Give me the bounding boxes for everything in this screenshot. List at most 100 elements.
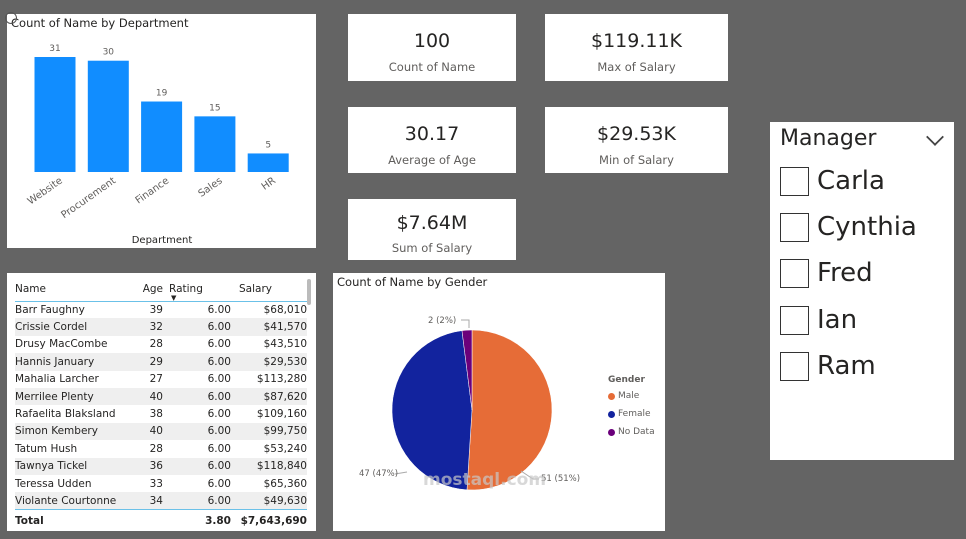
x-tick-label: Finance xyxy=(134,175,172,206)
bar-sales[interactable] xyxy=(194,116,236,172)
cell-salary: $118,840 xyxy=(231,457,307,475)
slicer-option-ian[interactable]: Ian xyxy=(780,304,857,336)
cell-rating: 6.00 xyxy=(163,457,231,475)
checkbox[interactable] xyxy=(780,351,809,381)
option-label: Fred xyxy=(817,258,873,288)
kpi-value: $29.53K xyxy=(597,123,676,145)
cell-salary: $109,160 xyxy=(256,408,307,421)
pie-data-label: 47 (47%) xyxy=(359,469,398,479)
checkbox[interactable] xyxy=(780,212,809,242)
checkbox[interactable] xyxy=(780,258,809,288)
cell-age: 36 xyxy=(133,457,163,475)
employee-table: Name Age Rating ▼ Salary Barr Faughny 39 6.… xyxy=(7,273,316,532)
table-row[interactable]: Barr Faughny 39 6.00 $68,010 xyxy=(15,301,307,318)
cell-rating: 6.00 xyxy=(163,422,231,441)
legend-item-female[interactable]: Female xyxy=(608,409,655,419)
cell-rating: 6.00 xyxy=(163,353,231,371)
cell-rating: 6.00 xyxy=(163,492,231,510)
table-row[interactable]: Tatum Hush 28 6.00 $53,240 xyxy=(15,440,307,457)
kpi-value: 100 xyxy=(413,30,451,52)
header-name[interactable]: Name xyxy=(15,277,133,302)
kpi-min-salary: $29.53K Min of Salary xyxy=(545,107,728,173)
table-row[interactable]: Rafaelita Blaksland 38 6.00 $109,160 xyxy=(15,405,307,422)
cell-name: Violante Courtonne xyxy=(15,492,133,510)
slicer-option-cynthia[interactable]: Cynthia xyxy=(780,211,917,243)
legend-item-no-data[interactable]: No Data xyxy=(608,427,655,437)
header-rating-label: Rating xyxy=(169,282,203,295)
bar-data-label: 19 xyxy=(156,89,168,99)
legend-label: Male xyxy=(618,391,640,401)
kpi-count-of-name: 100 Count of Name xyxy=(348,14,516,81)
bar-chart-plot: 31 Website 30 Procurement 19 Finance 15 Sales 5 H… xyxy=(26,44,289,246)
slicer-option-fred[interactable]: Fred xyxy=(780,257,873,289)
bar-data-label: 5 xyxy=(265,140,271,150)
table-row[interactable]: Violante Courtonne 34 6.00 $49,630 xyxy=(15,492,307,510)
kpi-label: Sum of Salary xyxy=(391,241,473,255)
cell-rating: 6.00 xyxy=(207,373,231,386)
header-age[interactable]: Age xyxy=(133,277,163,302)
cell-name: Tatum Hush xyxy=(15,442,78,455)
table-scrollbar[interactable] xyxy=(307,279,311,305)
pie-slice-female[interactable] xyxy=(391,330,473,491)
cell-name: Simon Kembery xyxy=(15,422,133,441)
checkbox[interactable] xyxy=(780,305,809,335)
cell-age: 33 xyxy=(149,477,163,490)
bar-finance[interactable] xyxy=(141,101,183,172)
bar-data-label: 30 xyxy=(103,48,115,58)
total-label: Total xyxy=(15,509,133,532)
pie-slice-no-data[interactable] xyxy=(461,329,473,411)
bar-data-label: 31 xyxy=(49,44,60,54)
table-row[interactable]: Drusy MacCombe 28 6.00 $43,510 xyxy=(15,336,307,353)
cell-age: 32 xyxy=(133,318,163,336)
header-rating[interactable]: Rating ▼ xyxy=(163,277,231,302)
bar-website[interactable] xyxy=(34,57,76,172)
cell-age: 28 xyxy=(149,442,163,455)
bar-procurement[interactable] xyxy=(87,60,129,172)
slicer-option-carla[interactable]: Carla xyxy=(780,165,885,197)
cell-name: Rafaelita Blaksland xyxy=(15,408,116,421)
table-row[interactable]: Teressa Udden 33 6.00 $65,360 xyxy=(15,475,307,492)
legend-dot xyxy=(608,392,615,400)
kpi-label: Count of Name xyxy=(388,60,476,74)
kpi-label: Max of Salary xyxy=(597,60,676,74)
legend-title: Gender xyxy=(608,375,645,385)
cell-name: Drusy MacCombe xyxy=(15,338,108,351)
header-salary[interactable]: Salary xyxy=(231,277,307,302)
table-row[interactable]: Merrilee Plenty 40 6.00 $87,620 xyxy=(15,387,307,406)
cell-rating: 6.00 xyxy=(207,477,231,490)
table-row[interactable]: Tawnya Tickel 36 6.00 $118,840 xyxy=(15,457,307,475)
table-row[interactable]: Simon Kembery 40 6.00 $99,750 xyxy=(15,422,307,441)
kpi-label: Average of Age xyxy=(388,153,476,167)
cell-rating: 6.00 xyxy=(207,338,231,351)
gender-pie-chart[interactable]: Count of Name by Gender 51 (51%) 47 (47%)… xyxy=(333,273,665,531)
cell-salary: $68,010 xyxy=(263,303,307,316)
bar-chart-title: Count of Name by Department xyxy=(11,16,189,30)
cell-rating: 6.00 xyxy=(163,318,231,336)
leader-line xyxy=(394,471,408,475)
bar-hr[interactable] xyxy=(247,153,289,172)
total-salary: $7,643,690 xyxy=(231,509,307,532)
pie-chart-plot: 51 (51%) 47 (47%) 2 (2%) xyxy=(359,316,580,491)
chevron-down-icon[interactable] xyxy=(926,128,944,146)
pie-slice-male[interactable] xyxy=(466,329,553,491)
kpi-value: $7.64M xyxy=(396,212,468,234)
focus-mode-icon[interactable] xyxy=(5,12,17,24)
table-row[interactable]: Hannis January 29 6.00 $29,530 xyxy=(15,353,307,371)
slicer-title: Manager xyxy=(780,126,877,151)
slicer-option-ram[interactable]: Ram xyxy=(780,350,876,382)
table-row[interactable]: Crissie Cordel 32 6.00 $41,570 xyxy=(15,318,307,336)
checkbox[interactable] xyxy=(780,166,809,196)
option-label: Carla xyxy=(817,166,885,196)
table-row[interactable]: Mahalia Larcher 27 6.00 $113,280 xyxy=(15,371,307,388)
cell-age: 27 xyxy=(149,373,163,386)
department-bar-chart[interactable]: Count of Name by Department 31 Website 30 P… xyxy=(7,14,316,248)
cell-salary: $113,280 xyxy=(256,373,307,386)
x-tick-label: Sales xyxy=(197,175,225,199)
watermark: mostaql.com xyxy=(423,470,547,490)
cell-age: 34 xyxy=(133,492,163,510)
caret-down-icon: ▼ xyxy=(171,294,177,302)
legend-item-male[interactable]: Male xyxy=(608,391,655,401)
cell-salary: $41,570 xyxy=(231,318,307,336)
total-row: Total 3.80 $7,643,690 xyxy=(15,509,307,532)
cell-age: 40 xyxy=(133,387,163,406)
